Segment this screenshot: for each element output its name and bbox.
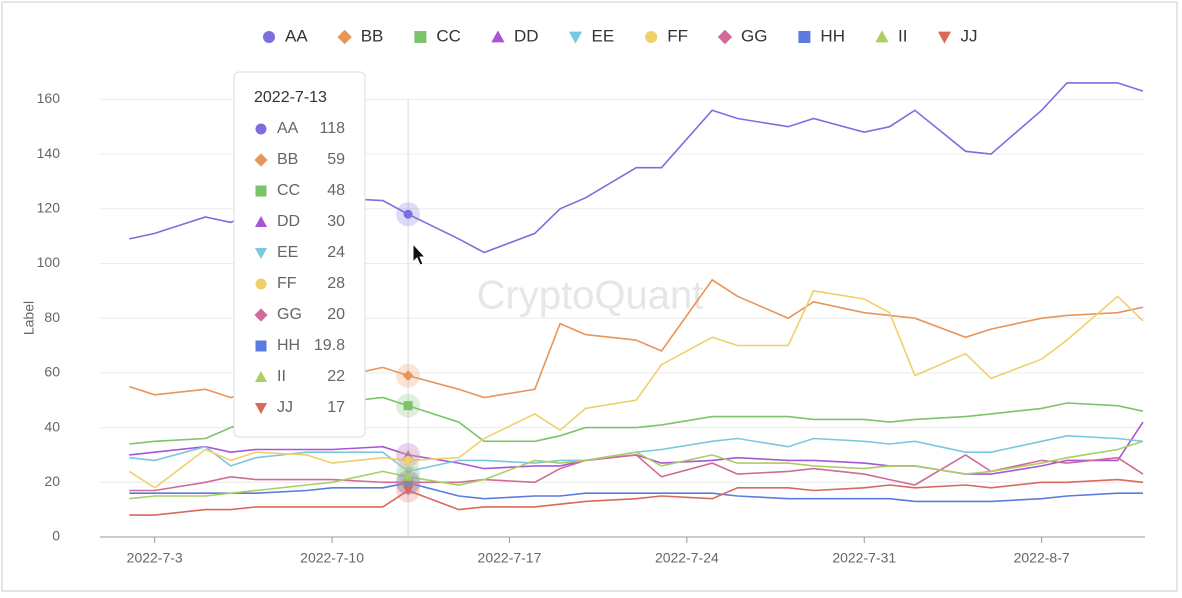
y-tick-label: 120 xyxy=(37,199,61,215)
y-tick-label: 60 xyxy=(44,364,60,380)
legend-label: EE xyxy=(592,26,615,45)
y-tick-label: 0 xyxy=(52,528,60,544)
series-line xyxy=(129,453,1144,492)
y-tick-label: 160 xyxy=(37,90,61,106)
legend-marker xyxy=(717,29,733,45)
tooltip-name: HH xyxy=(277,337,300,354)
tooltip-value: 17 xyxy=(327,399,345,416)
y-tick-label: 140 xyxy=(37,145,61,161)
tooltip-name: FF xyxy=(277,275,297,292)
legend-label: II xyxy=(898,26,907,45)
legend-marker xyxy=(568,31,583,44)
series-line xyxy=(129,478,1144,516)
tooltip-name: GG xyxy=(277,306,302,323)
legend-label: HH xyxy=(820,26,845,45)
tooltip-value: 28 xyxy=(327,275,345,292)
legend: AA BB CC DD EE FF GG HH II JJ xyxy=(263,26,977,45)
highlight-point xyxy=(403,471,414,481)
highlight-point xyxy=(403,401,413,411)
highlight-point xyxy=(403,455,413,465)
tooltip-value: 48 xyxy=(327,182,345,199)
cursor xyxy=(412,242,427,266)
legend-marker xyxy=(491,30,505,43)
legend-marker xyxy=(263,31,275,43)
tooltip-box xyxy=(233,71,366,438)
x-tick-label: 2022-7-10 xyxy=(300,550,364,566)
legend-label: CC xyxy=(436,26,461,45)
y-tick-label: 40 xyxy=(44,418,60,434)
tooltip-name: DD xyxy=(277,213,300,230)
legend-label: GG xyxy=(741,26,767,45)
legend-label: AA xyxy=(285,26,308,45)
tooltip-marker xyxy=(255,123,267,135)
tooltip-marker xyxy=(254,308,268,322)
x-tick-label: 2022-7-3 xyxy=(127,550,183,566)
tooltip-marker xyxy=(254,215,268,227)
tooltip-value: 118 xyxy=(319,120,345,137)
highlight-point xyxy=(403,486,414,496)
y-axis-label: Label xyxy=(21,301,37,335)
x-tick-label: 2022-7-24 xyxy=(655,550,719,566)
tooltip-value: 59 xyxy=(327,151,345,168)
tooltip-name: EE xyxy=(277,244,298,261)
legend-marker xyxy=(645,31,658,43)
highlight-point xyxy=(403,478,413,488)
legend-label: JJ xyxy=(960,26,977,45)
highlight-point xyxy=(403,467,414,477)
legend-label: FF xyxy=(667,26,688,45)
tooltip-value: 20 xyxy=(327,306,345,323)
tooltip-marker xyxy=(254,403,268,415)
y-tick-label: 80 xyxy=(44,309,60,325)
x-tick-label: 2022-7-31 xyxy=(832,550,896,566)
tooltip-name: JJ xyxy=(277,399,293,416)
tooltip-marker xyxy=(254,248,268,260)
tooltip-marker xyxy=(254,370,268,382)
highlight-point xyxy=(402,370,414,382)
tooltip-value: 30 xyxy=(327,213,345,230)
tooltip-value: 19.8 xyxy=(314,337,345,354)
tooltip-name: CC xyxy=(277,182,300,199)
tooltip-value: 24 xyxy=(327,244,345,261)
x-tick-label: 2022-8-7 xyxy=(1014,550,1070,566)
y-tick-label: 20 xyxy=(44,473,60,489)
legend-marker xyxy=(875,30,889,43)
series-line xyxy=(129,481,1143,503)
tooltip-marker xyxy=(254,153,268,167)
tooltip-name: BB xyxy=(277,151,298,168)
watermark: CryptoQuant xyxy=(477,274,704,318)
tooltip-marker xyxy=(255,340,267,352)
tooltip-value: 22 xyxy=(327,368,345,385)
tooltip: 2022-7-13 AA 118 BB 59 CC 48 DD 30 EE 24 FF 28 GG 20 HH… xyxy=(233,71,366,438)
highlight-point xyxy=(403,209,413,219)
tooltip-marker xyxy=(255,278,267,290)
tooltip-date: 2022-7-13 xyxy=(254,89,327,106)
tooltip-marker xyxy=(255,185,267,197)
series-line xyxy=(128,289,1144,489)
series-line xyxy=(129,440,1144,500)
legend-marker xyxy=(414,31,427,43)
legend-label: BB xyxy=(361,26,384,45)
y-tick-label: 100 xyxy=(37,254,61,270)
legend-label: DD xyxy=(514,26,539,45)
legend-marker xyxy=(937,31,952,44)
tooltip-name: II xyxy=(277,368,286,385)
tooltip-name: AA xyxy=(277,120,299,137)
legend-marker xyxy=(798,31,811,43)
legend-marker xyxy=(337,29,352,45)
x-tick-label: 2022-7-17 xyxy=(478,550,542,566)
